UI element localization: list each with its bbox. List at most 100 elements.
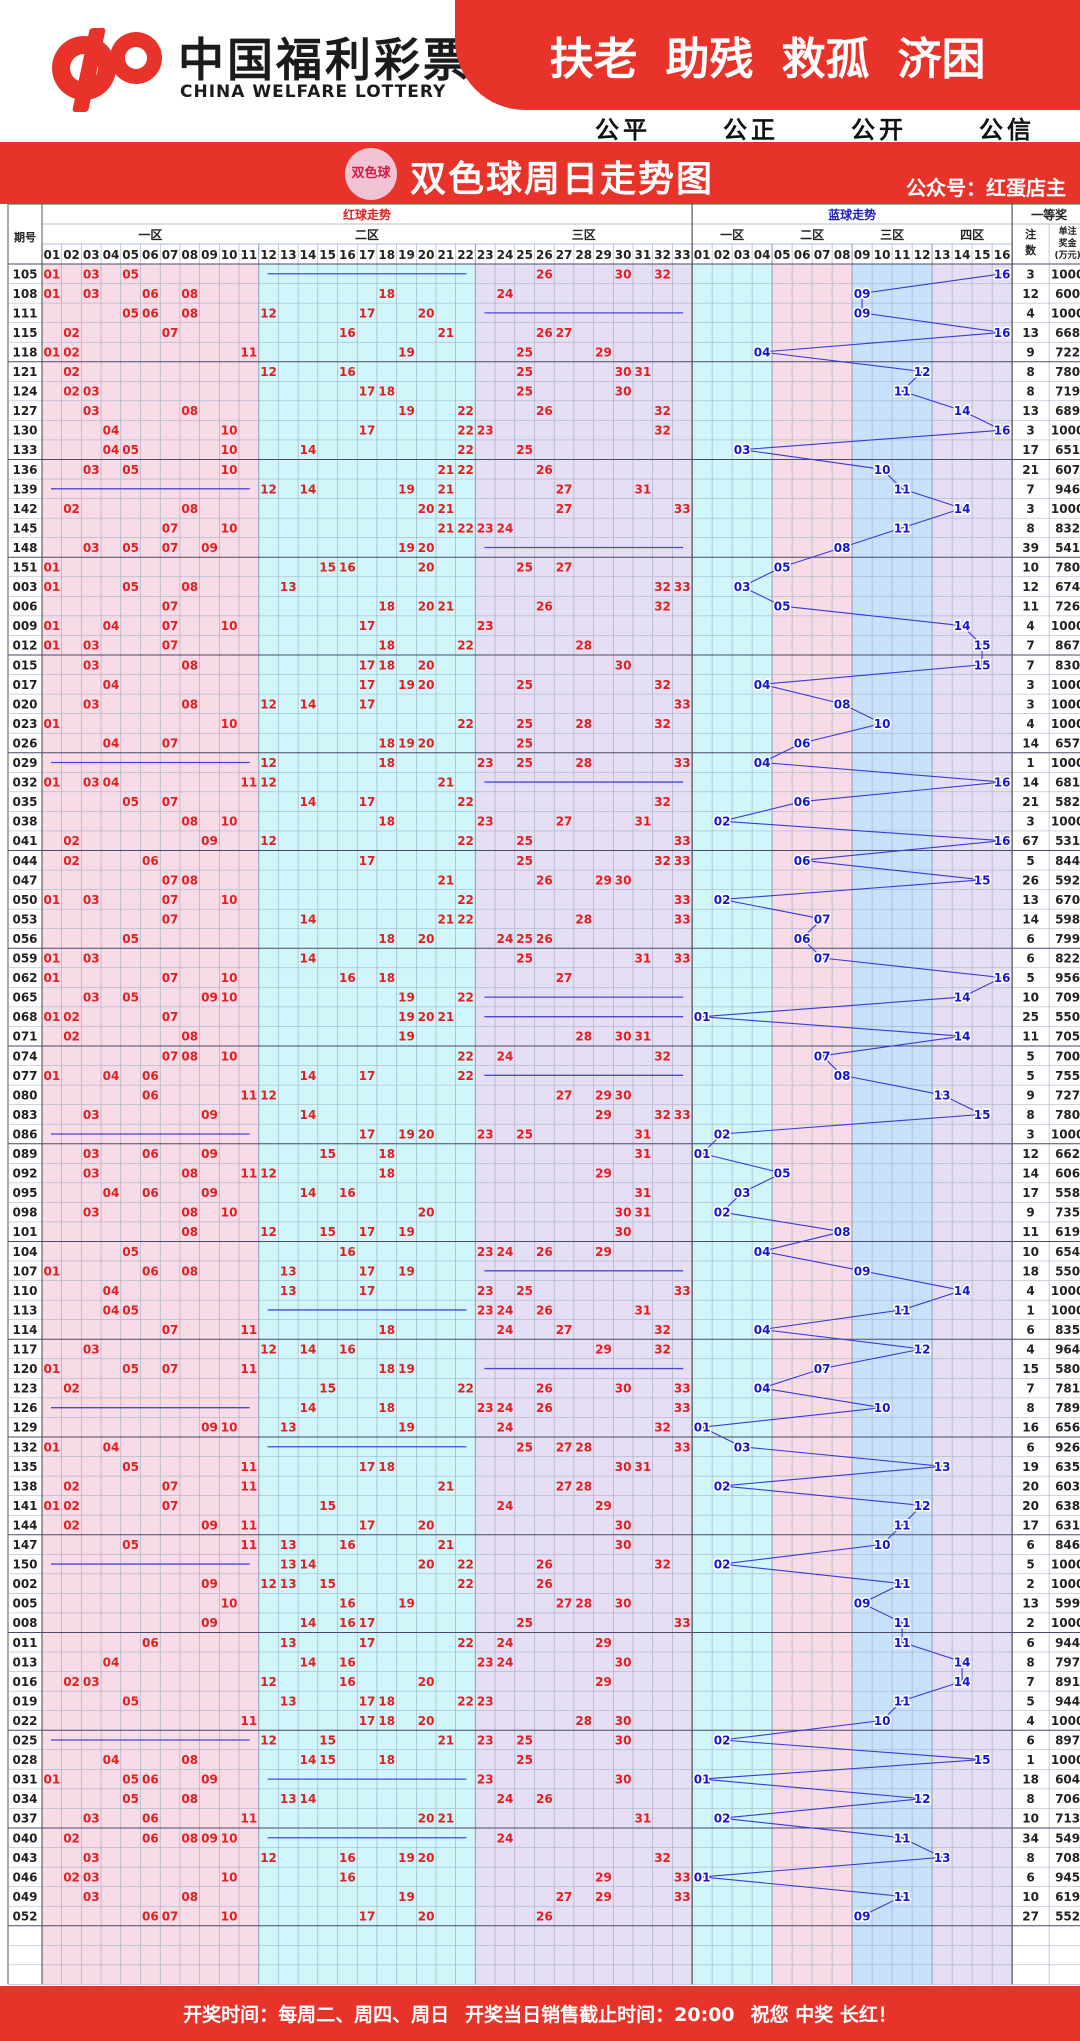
red-ball: 18 xyxy=(378,639,395,653)
red-ball: 09 xyxy=(201,1108,218,1122)
issue-label: 012 xyxy=(12,639,37,653)
blue-ball: 11 xyxy=(894,1694,911,1708)
red-ball: 23 xyxy=(477,1284,494,1298)
red-ball: 06 xyxy=(142,1831,159,1845)
chart-title: 双色球周日走势图 xyxy=(410,159,715,200)
red-ball: 03 xyxy=(83,639,100,653)
red-ball: 11 xyxy=(240,1714,257,1728)
prize-amount: 531 xyxy=(1055,834,1080,848)
red-ball: 11 xyxy=(240,1088,257,1102)
issue-label: 144 xyxy=(12,1518,37,1532)
red-ball: 20 xyxy=(418,1851,435,1865)
red-ball: 31 xyxy=(634,1127,651,1141)
prize-count: 4 xyxy=(1026,1284,1034,1298)
red-ball: 30 xyxy=(615,1382,632,1396)
red-ball: 27 xyxy=(556,1323,573,1337)
red-ball: 24 xyxy=(497,1245,514,1259)
red-ball: 02 xyxy=(63,1030,80,1044)
red-ball: 16 xyxy=(339,1245,356,1259)
red-ball: 13 xyxy=(280,1538,297,1552)
red-ball: 14 xyxy=(300,1343,317,1357)
red-ball: 30 xyxy=(615,1538,632,1552)
prize-count: 2 xyxy=(1026,1616,1034,1630)
issue-label: 028 xyxy=(12,1753,37,1767)
prize-count: 3 xyxy=(1026,1127,1034,1141)
footer-cutoff: 开奖当日销售截止时间：20:00 xyxy=(465,2004,735,2026)
prize-count: 18 xyxy=(1022,1773,1039,1787)
header-red-banner xyxy=(455,0,1080,110)
red-ball: 24 xyxy=(497,521,514,535)
prize-amount: 755 xyxy=(1055,1069,1080,1083)
prize-count: 17 xyxy=(1022,1518,1039,1532)
red-ball: 33 xyxy=(674,756,691,770)
blue-ball: 02 xyxy=(714,1558,731,1572)
red-ball: 01 xyxy=(43,1499,60,1513)
issue-label: 077 xyxy=(12,1069,37,1083)
red-ball: 05 xyxy=(122,1792,139,1806)
prize-amount: 654 xyxy=(1055,1245,1080,1259)
red-ball: 23 xyxy=(477,1303,494,1317)
red-ball: 12 xyxy=(260,756,277,770)
red-ball: 01 xyxy=(43,717,60,731)
red-ball: 07 xyxy=(162,736,179,750)
red-ball: 10 xyxy=(221,1597,238,1611)
red-ball: 17 xyxy=(359,658,376,672)
prize-count: 5 xyxy=(1026,1558,1034,1572)
blue-number-tick: 04 xyxy=(754,248,771,262)
issue-label: 044 xyxy=(12,854,37,868)
red-ball: 20 xyxy=(418,1518,435,1532)
red-ball: 08 xyxy=(181,1206,198,1220)
prize-amount: 944 xyxy=(1055,1694,1080,1708)
blue-number-tick: 15 xyxy=(974,248,991,262)
prize-count: 12 xyxy=(1022,1147,1039,1161)
red-ball: 33 xyxy=(674,912,691,926)
blue-ball: 15 xyxy=(974,1108,991,1122)
red-ball: 25 xyxy=(516,561,533,575)
blue-ball: 11 xyxy=(894,1518,911,1532)
issue-label: 025 xyxy=(12,1734,37,1748)
red-ball: 13 xyxy=(280,1636,297,1650)
issue-label: 121 xyxy=(12,365,37,379)
blue-ball: 08 xyxy=(834,1225,851,1239)
red-ball: 12 xyxy=(260,482,277,496)
blue-number-tick: 06 xyxy=(794,248,811,262)
issue-label: 047 xyxy=(12,873,37,887)
prize-count: 5 xyxy=(1026,1049,1034,1063)
prize-count: 4 xyxy=(1026,717,1034,731)
red-ball: 07 xyxy=(162,1362,179,1376)
blue-ball: 09 xyxy=(854,1909,871,1923)
red-ball: 09 xyxy=(201,1616,218,1630)
prize-count: 3 xyxy=(1026,267,1034,281)
red-ball: 31 xyxy=(634,1460,651,1474)
red-ball: 30 xyxy=(615,1773,632,1787)
red-ball: 01 xyxy=(43,1773,60,1787)
blue-ball: 14 xyxy=(954,991,971,1005)
red-ball: 16 xyxy=(339,1538,356,1552)
issue-label: 151 xyxy=(12,561,37,575)
red-ball: 15 xyxy=(319,1225,336,1239)
prize-count: 10 xyxy=(1022,1812,1039,1826)
blue-ball: 06 xyxy=(794,932,811,946)
red-ball: 10 xyxy=(221,815,238,829)
blue-ball: 16 xyxy=(994,971,1011,985)
red-ball: 01 xyxy=(43,1264,60,1278)
red-ball: 17 xyxy=(359,678,376,692)
blue-ball: 13 xyxy=(934,1088,951,1102)
issue-label: 115 xyxy=(12,326,37,340)
red-ball: 22 xyxy=(457,912,474,926)
red-zone-header: 三区 xyxy=(572,228,596,242)
red-number-tick: 13 xyxy=(280,248,297,262)
blue-ball: 06 xyxy=(794,854,811,868)
red-ball: 18 xyxy=(378,932,395,946)
red-ball: 05 xyxy=(122,795,139,809)
red-number-tick: 01 xyxy=(43,248,60,262)
blue-number-tick: 07 xyxy=(814,248,831,262)
blue-ball: 14 xyxy=(954,1655,971,1669)
issue-label: 095 xyxy=(12,1186,37,1200)
prize-amount: 674 xyxy=(1055,580,1080,594)
issue-label: 138 xyxy=(12,1479,37,1493)
red-ball: 14 xyxy=(300,1616,317,1630)
red-ball: 02 xyxy=(63,1870,80,1884)
red-ball: 06 xyxy=(142,1088,159,1102)
red-ball: 06 xyxy=(142,1773,159,1787)
